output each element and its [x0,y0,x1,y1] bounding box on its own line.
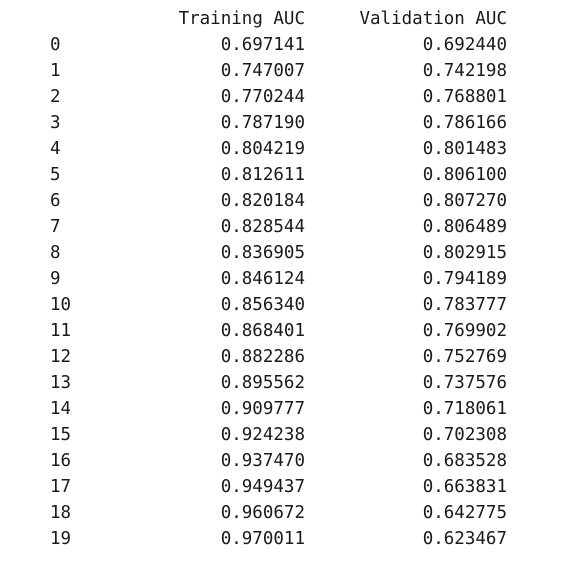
training-auc-header: Training AUC [178,9,305,29]
table-row: 10 0.856340 0.783777 [50,292,507,318]
validation-auc-cell: 0.752769 [422,347,507,367]
row-index: 6 [50,191,61,211]
training-auc-cell: 0.937470 [220,451,305,471]
row-index: 4 [50,139,61,159]
table-row: 13 0.895562 0.737576 [50,370,507,396]
validation-auc-header: Validation AUC [359,9,507,29]
training-auc-cell: 0.828544 [220,217,305,237]
table-row: 9 0.846124 0.794189 [50,266,507,292]
table-row: 6 0.820184 0.807270 [50,188,507,214]
training-auc-cell: 0.970011 [220,529,305,549]
training-auc-cell: 0.846124 [220,269,305,289]
training-auc-cell: 0.856340 [220,295,305,315]
training-auc-cell: 0.924238 [220,425,305,445]
validation-auc-cell: 0.768801 [422,87,507,107]
validation-auc-cell: 0.769902 [422,321,507,341]
table-row: 15 0.924238 0.702308 [50,422,507,448]
table-row: 16 0.937470 0.683528 [50,448,507,474]
row-index: 0 [50,35,61,55]
row-index: 15 [50,425,72,445]
validation-auc-cell: 0.806100 [422,165,507,185]
auc-table: Training AUC Validation AUC 0 0.697141 0.6… [50,6,507,552]
validation-auc-cell: 0.794189 [422,269,507,289]
training-auc-cell: 0.820184 [220,191,305,211]
validation-auc-cell: 0.807270 [422,191,507,211]
validation-auc-cell: 0.718061 [422,399,507,419]
training-auc-cell: 0.960672 [220,503,305,523]
training-auc-cell: 0.949437 [220,477,305,497]
validation-auc-cell: 0.692440 [422,35,507,55]
validation-auc-cell: 0.806489 [422,217,507,237]
table-row: 3 0.787190 0.786166 [50,110,507,136]
table-row: 12 0.882286 0.752769 [50,344,507,370]
validation-auc-cell: 0.683528 [422,451,507,471]
row-index: 18 [50,503,72,523]
row-index: 3 [50,113,61,133]
table-row: 14 0.909777 0.718061 [50,396,507,422]
row-index: 1 [50,61,61,81]
training-auc-cell: 0.697141 [220,35,305,55]
training-auc-cell: 0.787190 [220,113,305,133]
table-body: 0 0.697141 0.692440 1 0.747007 0.742198 2 0.770… [50,32,507,552]
row-index: 14 [50,399,72,419]
index-header [50,6,100,32]
row-index: 10 [50,295,72,315]
row-index: 7 [50,217,61,237]
training-auc-cell: 0.909777 [220,399,305,419]
row-index: 17 [50,477,72,497]
validation-auc-cell: 0.802915 [422,243,507,263]
validation-auc-cell: 0.663831 [422,477,507,497]
validation-auc-cell: 0.642775 [422,503,507,523]
row-index: 16 [50,451,72,471]
row-index: 8 [50,243,61,263]
table-row: 5 0.812611 0.806100 [50,162,507,188]
row-index: 2 [50,87,61,107]
validation-auc-cell: 0.623467 [422,529,507,549]
training-auc-cell: 0.770244 [220,87,305,107]
validation-auc-cell: 0.737576 [422,373,507,393]
row-index: 9 [50,269,61,289]
table-row: 0 0.697141 0.692440 [50,32,507,58]
validation-auc-cell: 0.702308 [422,425,507,445]
table-row: 8 0.836905 0.802915 [50,240,507,266]
validation-auc-cell: 0.783777 [422,295,507,315]
row-index: 12 [50,347,72,367]
row-index: 19 [50,529,72,549]
validation-auc-cell: 0.801483 [422,139,507,159]
table-row: 1 0.747007 0.742198 [50,58,507,84]
row-index: 5 [50,165,61,185]
training-auc-cell: 0.895562 [220,373,305,393]
table-row: 11 0.868401 0.769902 [50,318,507,344]
table-row: 2 0.770244 0.768801 [50,84,507,110]
row-index: 13 [50,373,72,393]
header-row: Training AUC Validation AUC [50,6,507,32]
validation-auc-cell: 0.742198 [422,61,507,81]
table-row: 7 0.828544 0.806489 [50,214,507,240]
table-row: 17 0.949437 0.663831 [50,474,507,500]
training-auc-cell: 0.882286 [220,347,305,367]
training-auc-cell: 0.812611 [220,165,305,185]
row-index: 11 [50,321,72,341]
validation-auc-cell: 0.786166 [422,113,507,133]
training-auc-cell: 0.747007 [220,61,305,81]
training-auc-cell: 0.804219 [220,139,305,159]
training-auc-cell: 0.868401 [220,321,305,341]
table-row: 18 0.960672 0.642775 [50,500,507,526]
table-row: 19 0.970011 0.623467 [50,526,507,552]
table-header: Training AUC Validation AUC [50,6,507,32]
training-auc-cell: 0.836905 [220,243,305,263]
table-row: 4 0.804219 0.801483 [50,136,507,162]
